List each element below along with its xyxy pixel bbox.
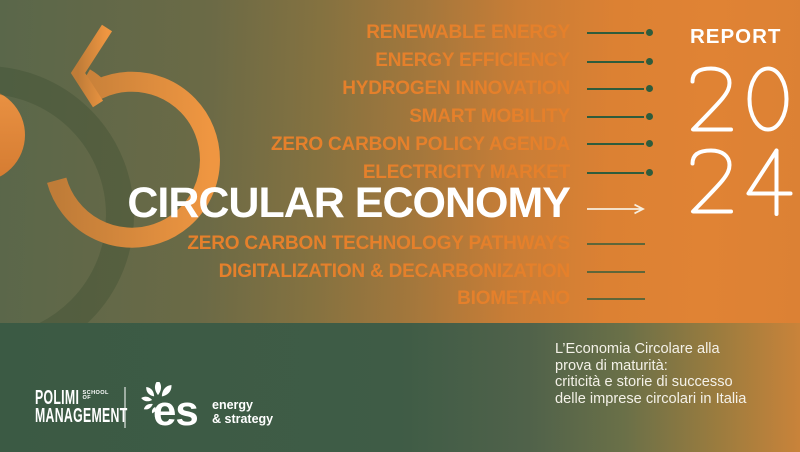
headline-circular-economy: CIRCULAR ECONOMY (127, 179, 571, 227)
ring-arc (47, 69, 220, 248)
of-label: OF (82, 395, 92, 402)
year-2024-digits (690, 66, 793, 216)
cover-bottom-band: L’Economia Circolare alla prova di matur… (0, 323, 800, 452)
left-edge-orange-disc (0, 93, 25, 177)
school-label: SCHOOL (82, 390, 109, 396)
subtitle-line: prova di maturità: (555, 357, 668, 374)
topic-arrow-icon (587, 29, 653, 36)
circular-arrow-graphic (0, 24, 220, 323)
subtitle-line: delle imprese circolari in Italia (555, 390, 747, 407)
report-label: REPORT (690, 25, 782, 48)
polimi-logo-line1: POLIMI (35, 386, 80, 409)
topic-energy-efficiency: ENERGY EFFICIENCY (375, 50, 570, 71)
topic-hydrogen-innovation: HYDROGEN INNOVATION (342, 78, 570, 99)
topic-arrow-icon (587, 140, 653, 147)
topic-arrow-icon (587, 113, 653, 120)
topic-biometano: BIOMETANO (457, 288, 570, 309)
polimi-logo-line2: MANAGEMENT (35, 403, 128, 427)
es-logo-text: es (153, 387, 199, 434)
topic-zero-carbon-technology-pathways: ZERO CARBON TECHNOLOGY PATHWAYS (187, 233, 570, 254)
es-brand-line1: energy (212, 398, 253, 412)
polimi-school-of-label: SCHOOL OF (82, 390, 109, 402)
logo-divider (124, 387, 126, 428)
subtitle-line: criticità e storie di successo (555, 374, 733, 390)
es-flower-icon (141, 382, 172, 414)
topic-smart-mobility: SMART MOBILITY (409, 106, 570, 127)
topic-arrow-icon (587, 85, 653, 92)
topic-digitalization-decarbonization: DIGITALIZATION & DECARBONIZATION (218, 261, 571, 282)
topic-renewable-energy: RENEWABLE ENERGY (366, 22, 570, 43)
topic-line-icon (587, 270, 645, 273)
topic-arrow-icon (587, 58, 653, 65)
ring-arrowhead-icon (70, 24, 113, 108)
topic-arrow-icon (587, 169, 653, 176)
cover-top-band: RENEWABLE ENERGY ENERGY EFFICIENCY HYDRO… (0, 0, 800, 323)
topic-line-icon (587, 242, 645, 245)
polimi-management-logo: POLIMI SCHOOL OF MANAGEMENT (35, 386, 189, 427)
highlight-arrow-icon (587, 203, 645, 215)
faint-ring (0, 66, 134, 323)
es-brand-line2: & strategy (212, 412, 274, 426)
topic-electricity-market: ELECTRICITY MARKET (362, 162, 570, 183)
subtitle-line: L’Economia Circolare alla (555, 341, 720, 357)
topic-zero-carbon-policy-agenda: ZERO CARBON POLICY AGENDA (270, 134, 570, 155)
topic-line-icon (587, 297, 645, 300)
